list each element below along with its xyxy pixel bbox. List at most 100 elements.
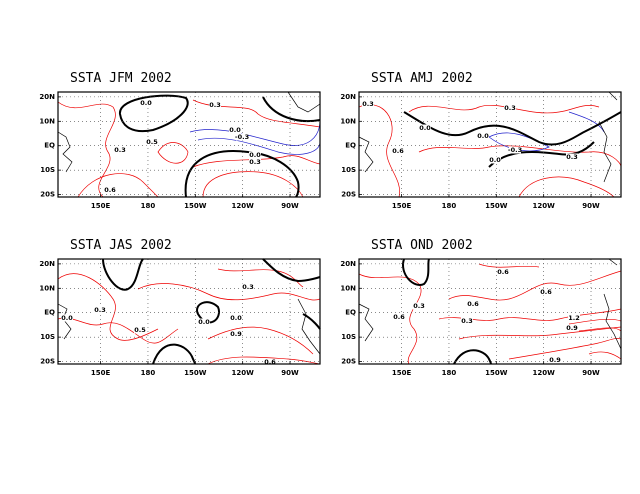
contour-label: 0.5 — [146, 138, 158, 146]
x-tick-label: 120W — [532, 369, 555, 377]
contour-label: 0.6 — [540, 288, 552, 296]
x-tick-label: 150E — [91, 202, 111, 210]
contour-label-bg — [140, 99, 152, 107]
contour-label-bg — [477, 132, 489, 140]
contour-label: 0.3 — [504, 104, 516, 112]
y-tick-label: 20N — [340, 260, 356, 268]
contour-label: 0.0 — [249, 151, 261, 159]
x-tick-label: 90W — [582, 202, 600, 210]
contour-label-bg — [419, 124, 431, 132]
y-tick-label: 20N — [39, 260, 55, 268]
y-tick-label: 10N — [340, 117, 356, 125]
panel: 150E 180 150W 120W 90W 20N 10N EQ 10S 20S 0.3 0.3 0.… — [340, 91, 622, 210]
contour-label-bg — [230, 330, 242, 338]
contour-label-bg — [229, 126, 241, 134]
x-tick-label: 150E — [392, 369, 412, 377]
x-tick-label: 120W — [231, 202, 254, 210]
frame — [358, 91, 622, 198]
contour-label: 0.0 — [477, 132, 489, 140]
x-tick-label: 90W — [281, 202, 299, 210]
contour — [568, 111, 605, 133]
contour-label: 0.0 — [229, 126, 241, 134]
contour — [418, 145, 622, 168]
contour — [262, 96, 321, 123]
contour — [568, 319, 622, 360]
contour — [184, 150, 300, 198]
contour-label-bg — [94, 306, 106, 314]
contour-label: 0.6 — [467, 300, 479, 308]
contour — [157, 142, 189, 164]
panel: 150E 180 150W 120W 90W 20N 10N EQ 10S 20S 0.6 0.6 0.… — [340, 258, 622, 377]
contour — [478, 263, 540, 268]
contour — [197, 137, 321, 155]
contour-label: 0.0 — [419, 124, 431, 132]
y-tick-label: 20S — [40, 358, 55, 366]
panel-title: SSTA JAS 2002 — [70, 238, 172, 253]
contour — [192, 155, 321, 168]
y-tick-label: 20S — [341, 191, 356, 199]
contour-label: 0.3 — [413, 302, 425, 310]
contour-label-bg — [392, 147, 404, 155]
contour — [488, 141, 595, 168]
contour — [358, 273, 422, 365]
contour-label: 0.6 — [497, 268, 509, 276]
contour — [402, 258, 430, 286]
contour — [518, 176, 615, 198]
contour-label-bg — [134, 326, 146, 334]
contour — [57, 273, 159, 341]
contour — [217, 268, 304, 288]
contour-label: 0.3 — [249, 158, 261, 166]
contour — [488, 132, 550, 152]
contour-label-bg — [393, 313, 405, 321]
contour-label-bg — [61, 314, 73, 322]
y-tick-label: 10N — [340, 284, 356, 292]
contour-label: 0.3 — [209, 101, 221, 109]
contour-label: 0.6 — [393, 313, 405, 321]
frame — [57, 258, 321, 365]
contour — [453, 349, 492, 365]
contour-label-bg — [198, 318, 210, 326]
contour-label-bg — [249, 158, 261, 166]
contour-label-bg — [509, 146, 521, 154]
contour-label-bg — [104, 186, 116, 194]
contour-label-bg — [146, 138, 158, 146]
y-tick-label: 10N — [39, 284, 55, 292]
contour-label: 0.0 — [198, 318, 210, 326]
x-tick-label: 180 — [141, 369, 156, 377]
contour — [189, 119, 321, 146]
contour — [207, 356, 321, 365]
frame — [57, 91, 321, 198]
frame — [358, 258, 622, 365]
y-tick-label: EQ — [44, 142, 55, 150]
contour — [202, 171, 304, 198]
x-tick-label: 150W — [184, 369, 207, 377]
contour-label: 0.6 — [392, 147, 404, 155]
contour-label: 0.3 — [362, 100, 374, 108]
contour — [262, 258, 321, 283]
x-tick-label: 150E — [91, 369, 111, 377]
contour-label: 0.5 — [134, 326, 146, 334]
contour — [358, 104, 400, 198]
contour — [458, 326, 622, 340]
contour — [57, 317, 179, 344]
contour-label-bg — [413, 302, 425, 310]
contour-label-bg — [566, 324, 578, 332]
coastline — [57, 91, 321, 173]
contour-label-bg — [497, 268, 509, 276]
contour-label-bg — [461, 317, 473, 325]
contour-label-bg — [489, 156, 501, 164]
contour — [57, 101, 116, 198]
contour — [119, 94, 189, 133]
x-tick-label: 120W — [231, 369, 254, 377]
contour-label: 0.0 — [61, 314, 73, 322]
contour-label: -0.3 — [235, 133, 249, 141]
contour-label-bg — [504, 104, 516, 112]
x-tick-label: 90W — [582, 369, 600, 377]
y-tick-label: 10S — [341, 166, 356, 174]
panel-title: SSTA OND 2002 — [371, 238, 473, 253]
y-tick-label: 10N — [39, 117, 55, 125]
contour-label: 0.9 — [549, 356, 561, 364]
contour-label: 0.0 — [230, 314, 242, 322]
